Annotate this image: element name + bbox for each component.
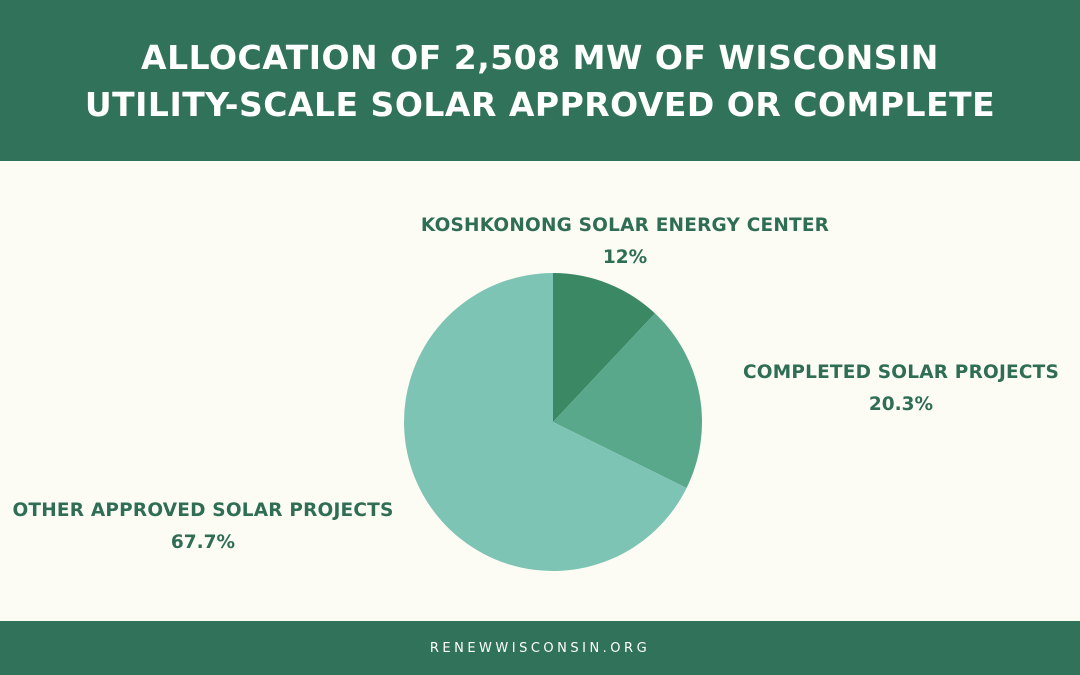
slice-label-koshkonong: KOSHKONONG SOLAR ENERGY CENTER 12% — [421, 210, 829, 274]
pie-slice-completed — [553, 313, 702, 488]
slice-percent: 12% — [602, 247, 648, 268]
slice-name: KOSHKONONG SOLAR ENERGY CENTER — [420, 215, 830, 236]
footer-banner: RENEWWISCONSIN.ORG — [0, 621, 1080, 675]
pie-slice-other-approved — [404, 273, 687, 572]
slice-label-other-approved: OTHER APPROVED SOLAR PROJECTS 67.7% — [12, 495, 393, 559]
header-banner: ALLOCATION OF 2,508 MW OF WISCONSIN UTIL… — [0, 0, 1080, 161]
website-link[interactable]: RENEWWISCONSIN.ORG — [429, 640, 651, 656]
chart-title-line-1: ALLOCATION OF 2,508 MW OF WISCONSIN — [141, 37, 939, 77]
pie-slice-koshkonong — [553, 273, 655, 422]
slice-name: OTHER APPROVED SOLAR PROJECTS — [12, 500, 394, 521]
slice-percent: 67.7% — [170, 532, 236, 553]
slice-name: COMPLETED SOLAR PROJECTS — [743, 362, 1059, 383]
slice-label-completed: COMPLETED SOLAR PROJECTS 20.3% — [743, 357, 1059, 421]
chart-title-line-2: UTILITY-SCALE SOLAR APPROVED OR COMPLETE — [84, 84, 996, 124]
slice-percent: 20.3% — [868, 394, 934, 415]
